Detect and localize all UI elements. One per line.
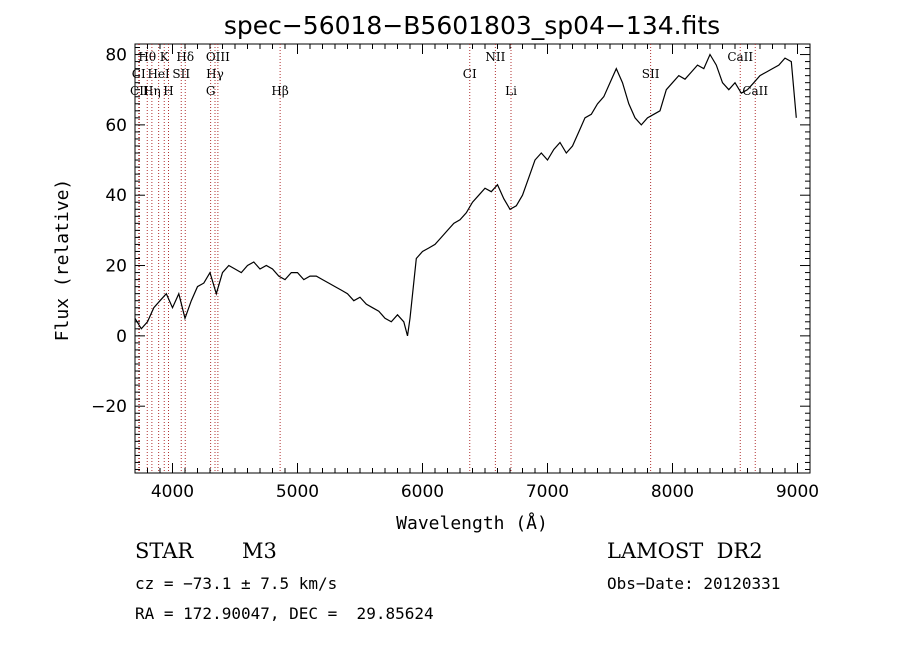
object-class: STAR <box>135 539 194 563</box>
spectral-line-label: SII <box>172 67 190 81</box>
spectral-line-label: CaII <box>727 50 753 64</box>
spectral-line-label: CII <box>130 84 149 98</box>
x-tick-label: 7000 <box>526 482 569 502</box>
spectral-line-label: Hθ <box>138 50 156 64</box>
y-tick-label: 60 <box>105 116 127 136</box>
spectral-line-label: HeI <box>147 67 170 81</box>
spectral-line-label: Li <box>505 84 517 98</box>
sky-coordinates: RA = 172.90047, DEC = 29.85624 <box>135 604 434 623</box>
spectral-line-label: Hγ <box>206 67 224 81</box>
chart-title: spec−56018−B5601803_sp04−134.fits <box>224 11 720 40</box>
object-subclass: M3 <box>242 539 277 563</box>
y-axis-label: Flux (relative) <box>52 179 73 342</box>
y-tick-label: −20 <box>91 397 127 417</box>
y-tick-label: 40 <box>105 186 127 206</box>
plot-frame <box>134 43 811 474</box>
spectral-line-label: SII <box>642 67 660 81</box>
spectral-line-label: Hβ <box>271 84 288 98</box>
spectral-line-label: OIII <box>206 50 230 64</box>
y-tick-label: 80 <box>105 46 127 66</box>
spectral-line-label: CI <box>463 67 477 81</box>
spectral-line-label: NII <box>485 50 505 64</box>
spectral-line-label: G <box>206 84 216 98</box>
x-axis-label: Wavelength (Å) <box>396 512 548 534</box>
spectrum-series-line <box>134 53 797 337</box>
x-tick-label: 5000 <box>276 482 319 502</box>
observation-date: Obs−Date: 20120331 <box>607 574 781 593</box>
y-tick-label: 0 <box>116 327 127 347</box>
y-tick-label: 20 <box>105 257 127 277</box>
x-tick-label: 8000 <box>651 482 694 502</box>
spectral-line-label: K <box>160 50 170 64</box>
x-tick-label: 6000 <box>401 482 444 502</box>
spectral-line-label: Hη <box>143 84 161 98</box>
x-tick-label: 9000 <box>776 482 819 502</box>
survey-name: LAMOST DR2 <box>607 539 763 563</box>
spectral-line-label: Hδ <box>176 50 194 64</box>
spectral-line-label: H <box>163 84 173 98</box>
redshift-velocity: cz = −73.1 ± 7.5 km/s <box>135 574 338 593</box>
x-tick-label: 4000 <box>151 482 194 502</box>
